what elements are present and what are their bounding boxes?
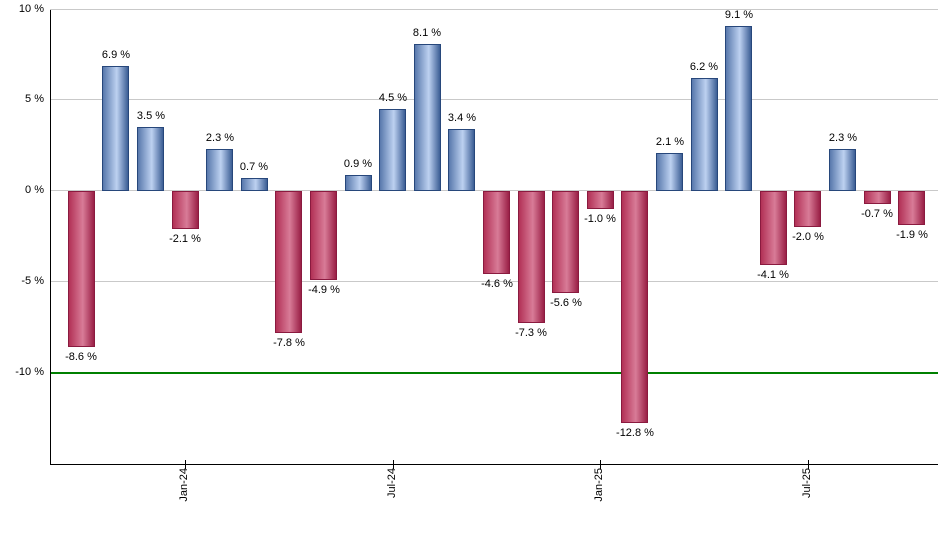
bar[interactable] [552,191,579,293]
bar-value-label: 0.9 % [343,158,373,170]
bar-value-label: -12.8 % [616,427,654,439]
bar[interactable] [621,191,648,423]
bar-value-label: -2.1 % [169,233,201,245]
bar[interactable] [241,178,268,191]
bar-value-label: 0.7 % [239,161,269,173]
x-tick-label: Jan-25 [593,468,605,502]
x-tick [808,460,809,469]
bar[interactable] [414,44,441,191]
bar-value-label: 6.9 % [101,49,131,61]
bar-value-label: -2.0 % [792,231,824,243]
gridline [50,190,938,191]
bar-value-label: -4.6 % [481,278,513,290]
bar[interactable] [310,191,337,280]
bar-value-label: -0.7 % [861,208,893,220]
bar[interactable] [587,191,614,209]
bar-value-label: -4.9 % [308,284,340,296]
x-axis-line [50,464,938,465]
bar-value-label: 3.4 % [447,112,477,124]
x-tick [393,460,394,469]
bar[interactable] [760,191,787,265]
y-tick-label: -10 % [15,366,44,378]
bar-value-label: 6.2 % [689,61,719,73]
bar[interactable] [275,191,302,333]
bar[interactable] [656,153,683,191]
bar[interactable] [102,66,129,191]
bar-value-label: 4.5 % [378,92,408,104]
bar[interactable] [898,191,925,225]
bar[interactable] [448,129,475,191]
bar[interactable] [379,109,406,191]
bar[interactable] [137,127,164,191]
gridline [50,281,938,282]
bar[interactable] [483,191,510,274]
bar-value-label: -4.1 % [757,269,789,281]
y-tick-label: 0 % [25,184,44,196]
bar[interactable] [172,191,199,229]
reference-line [51,372,938,374]
bar-value-label: -5.6 % [550,297,582,309]
y-tick-label: 10 % [18,3,44,15]
bar-value-label: -7.8 % [273,337,305,349]
gridline [50,9,938,10]
x-tick-label: Jan-24 [178,468,190,502]
bar-value-label: 2.3 % [205,132,235,144]
y-axis-line [50,10,51,465]
bar[interactable] [518,191,545,323]
bar[interactable] [829,149,856,191]
y-tick-label: 5 % [25,93,44,105]
bar[interactable] [794,191,821,227]
x-tick-label: Jul-24 [386,468,398,498]
y-tick-label: -5 % [21,275,44,287]
bar[interactable] [864,191,891,204]
bar[interactable] [691,78,718,191]
x-tick-label: Jul-25 [801,468,813,498]
x-tick [600,460,601,469]
bar[interactable] [725,26,752,191]
bar-value-label: 9.1 % [724,9,754,21]
bar[interactable] [345,175,372,191]
bar-value-label: 8.1 % [412,27,442,39]
x-tick [185,460,186,469]
bar-value-label: 3.5 % [136,110,166,122]
bar[interactable] [68,191,95,347]
bar[interactable] [206,149,233,191]
bar-value-label: 2.3 % [828,132,858,144]
gridline [50,99,938,100]
bar-value-label: -8.6 % [65,351,97,363]
bar-value-label: -1.0 % [584,213,616,225]
bar-value-label: -1.9 % [896,229,928,241]
bar-value-label: 2.1 % [655,136,685,148]
bar-value-label: -7.3 % [515,327,547,339]
